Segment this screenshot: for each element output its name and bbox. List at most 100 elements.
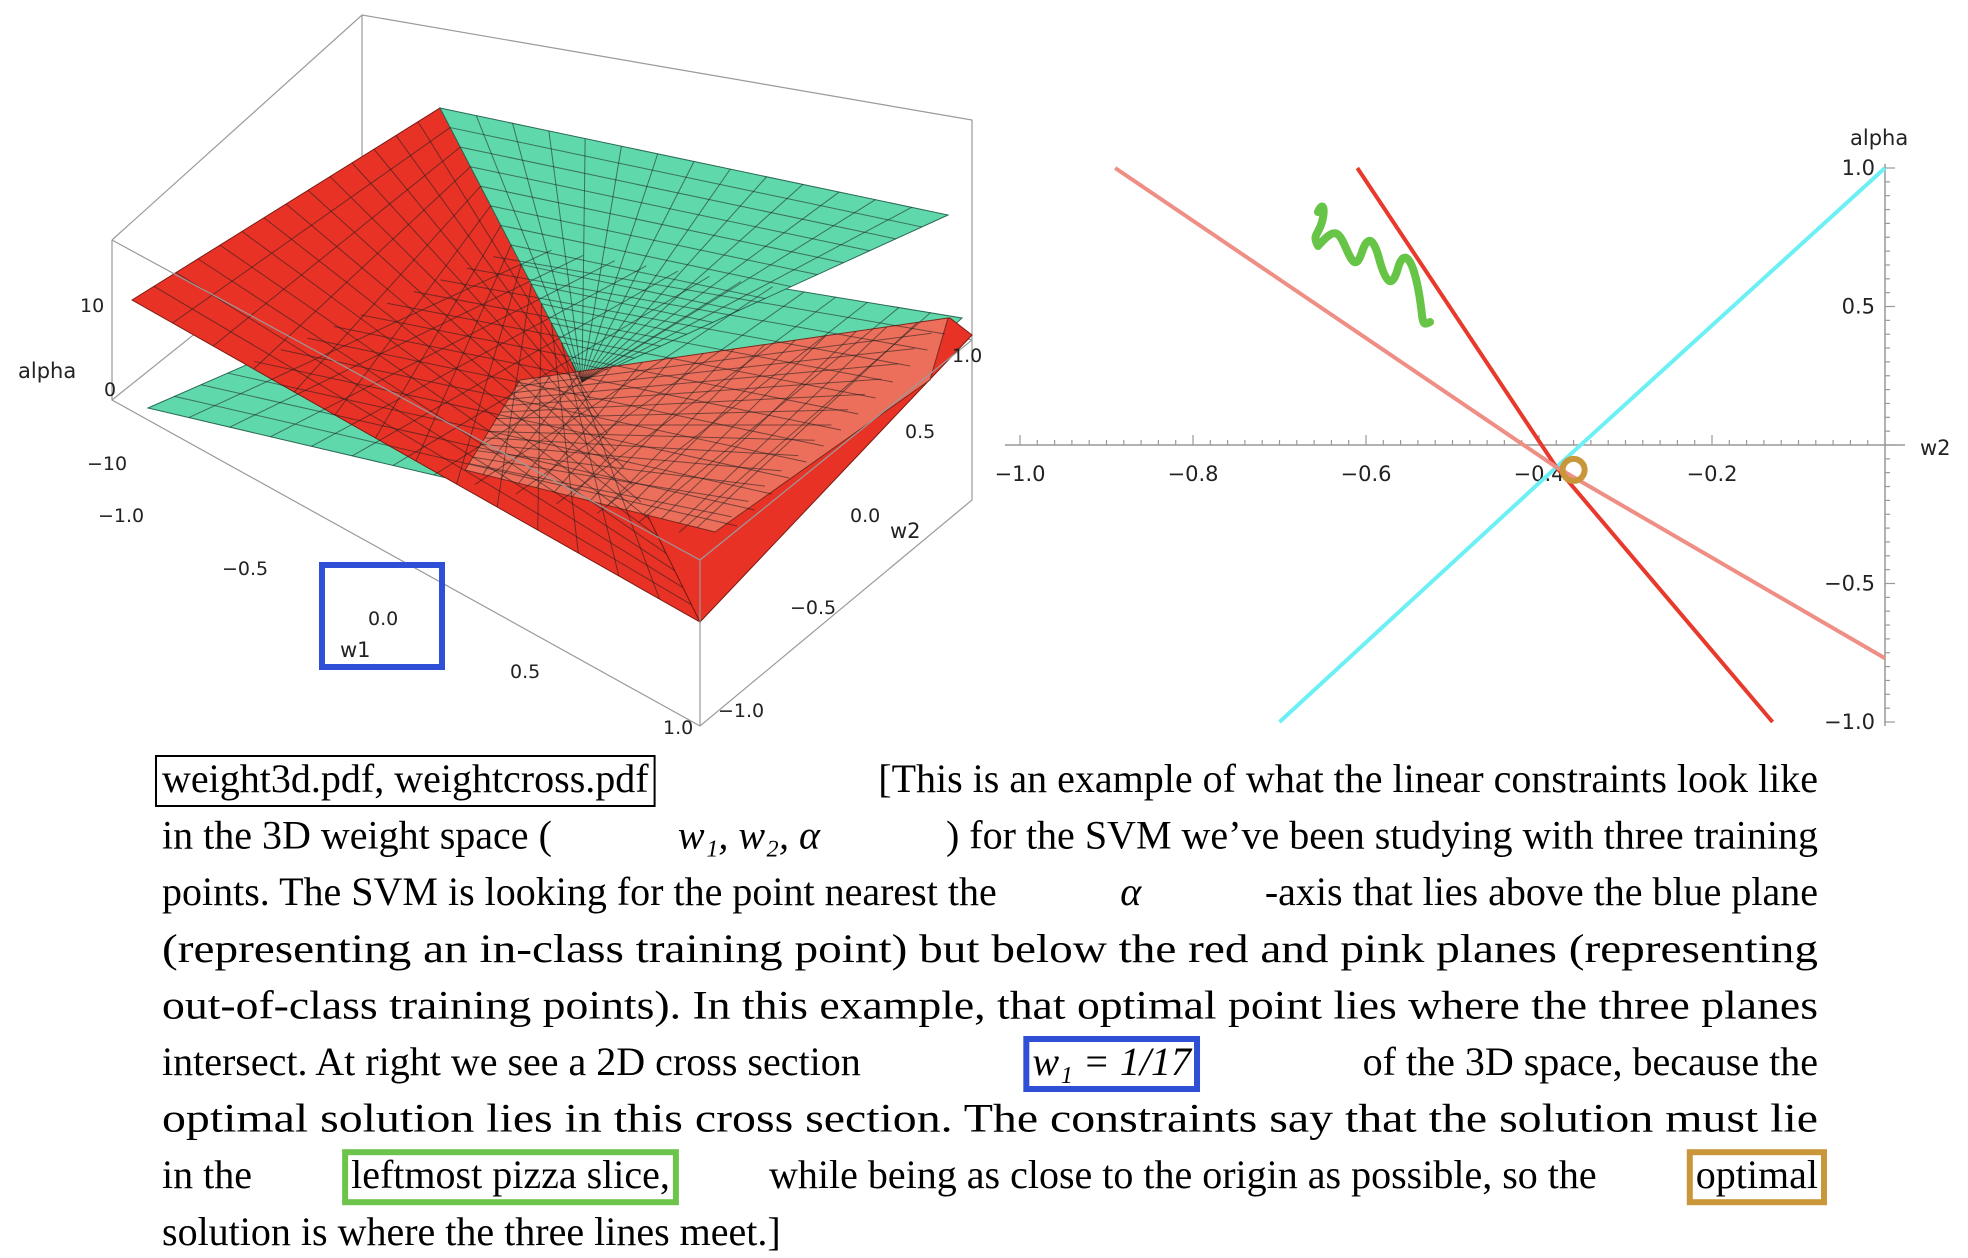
mesh-line bbox=[678, 312, 931, 533]
mesh-line bbox=[468, 463, 732, 518]
mesh-line bbox=[360, 314, 859, 415]
caption-text: of the 3D space, because the bbox=[1363, 1039, 1818, 1084]
plot3d-box-front bbox=[111, 239, 973, 727]
mesh-line bbox=[510, 244, 766, 299]
series-2d bbox=[1114, 166, 1887, 724]
green-scribble bbox=[1311, 202, 1434, 328]
y-tick-label: −0.5 bbox=[1824, 572, 1875, 596]
caption-text: w₁ = 1/17 bbox=[1032, 1039, 1193, 1084]
mesh-line bbox=[581, 191, 840, 383]
mesh-line bbox=[581, 176, 767, 383]
mesh-line bbox=[515, 291, 805, 495]
mesh-line bbox=[417, 121, 591, 400]
mesh-line bbox=[561, 342, 620, 577]
y-tick-0: 0.0 bbox=[850, 505, 880, 527]
caption-text: leftmost pizza slice, bbox=[351, 1152, 670, 1197]
caption-text: out-of-class training points). In this e… bbox=[162, 982, 1818, 1027]
mesh-line bbox=[440, 279, 911, 367]
w1-label-highlight-box bbox=[319, 562, 445, 670]
caption-highlight-green bbox=[342, 1149, 679, 1206]
caption-text: [This is an example of what the linear c… bbox=[878, 756, 1818, 801]
mesh-line bbox=[496, 284, 532, 508]
y-axis-label: w2 bbox=[890, 519, 921, 543]
caption-text: solution is where the three lines meet.] bbox=[162, 1209, 781, 1254]
mesh-line bbox=[637, 307, 900, 524]
mesh-line bbox=[537, 303, 542, 531]
caption-text: α bbox=[1120, 869, 1142, 914]
caption-highlight-black bbox=[155, 755, 656, 807]
z-tick-minus10: −10 bbox=[87, 453, 127, 475]
x-tick-label: −1.0 bbox=[995, 462, 1046, 486]
mesh-line bbox=[581, 199, 876, 383]
mesh-line bbox=[413, 291, 893, 383]
caption-text: points. The SVM is looking for the point… bbox=[162, 869, 997, 914]
caption-text: while being as close to the origin as po… bbox=[769, 1152, 1597, 1197]
mesh-line bbox=[466, 267, 928, 351]
mesh-line bbox=[476, 450, 765, 487]
y-tick-05: 0.5 bbox=[905, 421, 935, 443]
y-tick-minus1: −1.0 bbox=[718, 700, 764, 722]
x-axis-label: w1 bbox=[340, 638, 371, 662]
x-tick-label: −0.2 bbox=[1687, 462, 1738, 486]
x-tick-05: 0.5 bbox=[510, 661, 540, 683]
surface-mesh bbox=[153, 115, 945, 606]
caption-text: in the bbox=[162, 1152, 252, 1197]
y-tick-label: −1.0 bbox=[1824, 710, 1875, 734]
caption-text: weight3d.pdf, weightcross.pdf bbox=[162, 756, 649, 801]
z-axis-label: alpha bbox=[18, 359, 76, 383]
mesh-line bbox=[581, 184, 804, 383]
mesh-line bbox=[556, 296, 837, 505]
x-tick-1: 1.0 bbox=[663, 717, 693, 739]
axes-2d: −1.0 −0.8 −0.6 −0.4 −0.21.00.5−0.5−1.0w2alph… bbox=[995, 126, 1951, 734]
caption-text: in the 3D weight space ( bbox=[162, 813, 552, 858]
caption-text: optimal solution lies in this cross sect… bbox=[162, 1096, 1818, 1141]
mesh-line bbox=[373, 148, 608, 434]
series-line-3 bbox=[1114, 166, 1887, 661]
y-tick-1: 1.0 bbox=[952, 345, 982, 367]
caption-text: (representing an in-class training point… bbox=[162, 926, 1818, 971]
mesh-line bbox=[474, 286, 773, 485]
mesh-line bbox=[472, 456, 749, 502]
x-tick-0: 0.0 bbox=[368, 608, 398, 630]
plot-2d-cross-section: −1.0 −0.8 −0.6 −0.4 −0.21.00.5−0.5−1.0w2alph… bbox=[995, 126, 1951, 734]
mesh-line bbox=[521, 264, 739, 311]
caption-text: intersect. At right we see a 2D cross se… bbox=[162, 1039, 861, 1084]
caption-text: w₁, w₂, α bbox=[678, 813, 821, 858]
mesh-line bbox=[329, 176, 625, 469]
z-tick-0: 0 bbox=[104, 379, 116, 401]
mesh-line bbox=[661, 330, 857, 520]
caption-text: -axis that lies above the blue plane bbox=[1265, 869, 1818, 914]
y-tick-label: 1.0 bbox=[1842, 156, 1875, 180]
mesh-line bbox=[581, 168, 731, 383]
mesh-line bbox=[387, 302, 876, 399]
mesh-line bbox=[480, 443, 782, 472]
mesh-line bbox=[493, 256, 945, 335]
plot-3d-weight-space: 10 0 −10 alpha −1.0 −0.5 0.0 0.5 1.0 w1 … bbox=[18, 14, 982, 739]
optimal-point-circle bbox=[1559, 455, 1588, 484]
x-tick-minus1: −1.0 bbox=[98, 505, 144, 527]
mesh-line bbox=[484, 437, 799, 457]
caption-paragraph: weight3d.pdf, weightcross.pdf [This is a… bbox=[155, 755, 1827, 1254]
mesh-line bbox=[456, 264, 522, 485]
x-tick-minus05: −0.5 bbox=[222, 558, 268, 580]
mesh-line bbox=[307, 189, 633, 486]
mesh-line bbox=[395, 135, 600, 417]
y-tick-minus05: −0.5 bbox=[790, 597, 836, 619]
mesh-line bbox=[597, 301, 868, 514]
mesh-line bbox=[351, 162, 617, 451]
x-axis-title: w2 bbox=[1920, 436, 1951, 460]
caption-highlight-blue bbox=[1023, 1036, 1201, 1092]
mesh-line bbox=[551, 322, 661, 347]
caption-text: ) for the SVM we’ve been studying with t… bbox=[946, 813, 1818, 858]
mesh-line bbox=[571, 362, 660, 600]
caption-highlight-gold bbox=[1686, 1149, 1827, 1206]
caption-text: optimal bbox=[1696, 1152, 1818, 1197]
mesh-line bbox=[643, 335, 827, 515]
mesh-line bbox=[561, 342, 635, 359]
y-axis-title: alpha bbox=[1850, 126, 1908, 150]
mesh-line bbox=[678, 326, 888, 524]
y-tick-label: 0.5 bbox=[1842, 295, 1875, 319]
x-tick-label: −0.6 bbox=[1341, 462, 1392, 486]
mesh-line bbox=[581, 206, 912, 383]
